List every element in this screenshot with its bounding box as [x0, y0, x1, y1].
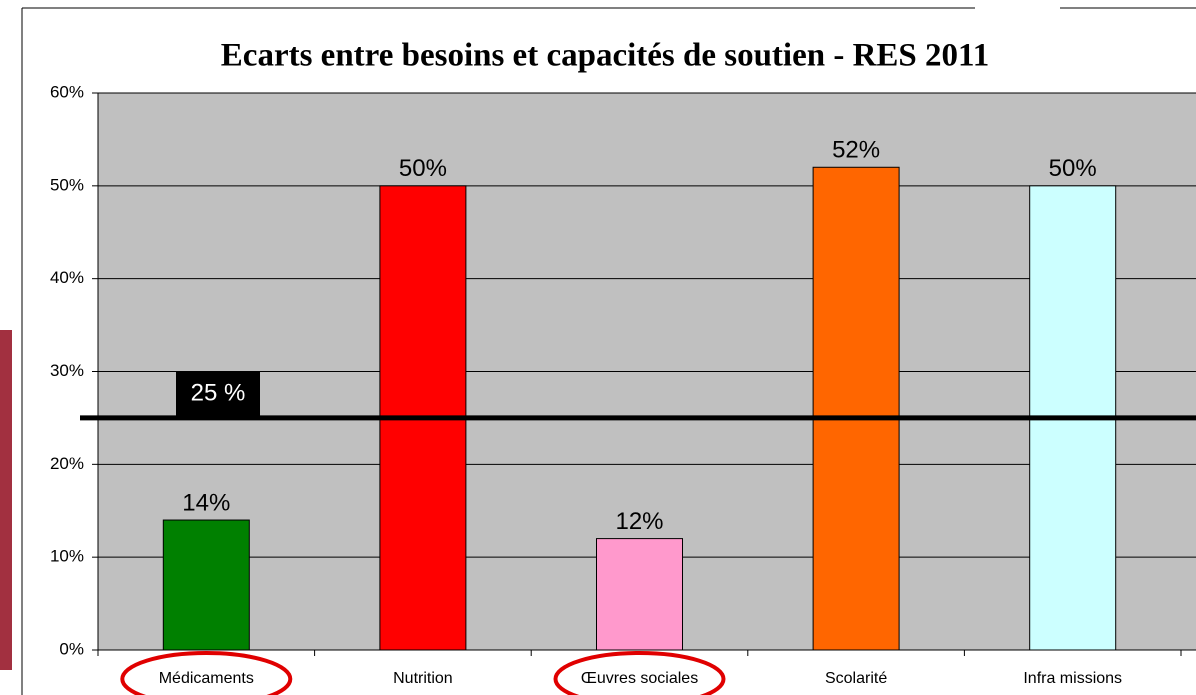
photo-edge	[0, 330, 12, 670]
x-tick-label: Scolarité	[825, 670, 887, 687]
x-tick-label: Infra missions	[1023, 670, 1122, 687]
y-tick-label: 20%	[50, 454, 84, 473]
bar	[596, 538, 683, 651]
x-tick-label: Médicaments	[159, 670, 254, 687]
x-tick-label: Œuvres sociales	[581, 670, 698, 687]
highlight-ellipse	[553, 651, 726, 695]
reference-label-box	[176, 371, 260, 416]
reference-label: 25 %	[191, 379, 246, 406]
value-label: 12%	[615, 508, 663, 535]
y-tick-label: 60%	[50, 82, 84, 101]
y-tick-label: 0%	[59, 639, 84, 658]
value-label: 52%	[832, 137, 880, 164]
highlight-ellipse	[120, 651, 293, 695]
y-tick-label: 30%	[50, 361, 84, 380]
bar	[812, 166, 900, 651]
value-label: 50%	[1049, 155, 1097, 182]
y-tick-label: 10%	[50, 547, 84, 566]
value-label: 14%	[182, 489, 230, 516]
bar	[162, 519, 250, 651]
chart-title: Ecarts entre besoins et capacités de sou…	[221, 38, 989, 74]
y-tick-label: 40%	[50, 268, 84, 287]
value-label: 50%	[399, 155, 447, 182]
y-tick-label: 50%	[50, 175, 84, 194]
x-tick-label: Nutrition	[393, 670, 453, 687]
